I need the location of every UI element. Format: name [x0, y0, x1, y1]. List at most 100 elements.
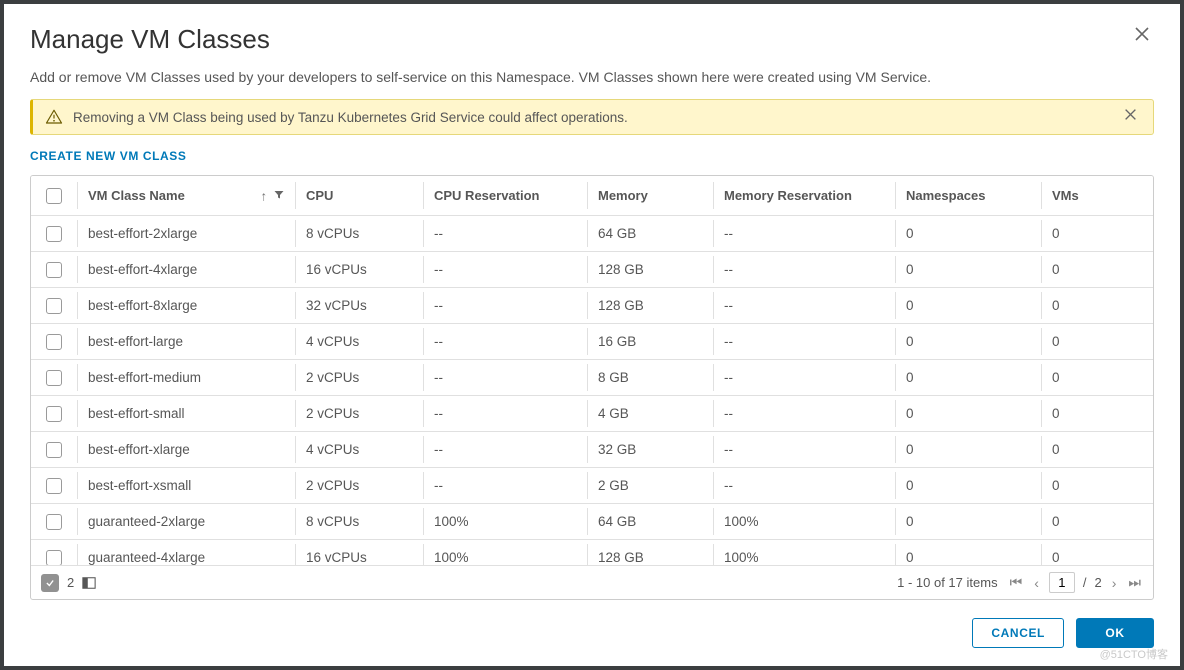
- row-checkbox[interactable]: [46, 370, 62, 386]
- col-header-cpu[interactable]: CPU: [295, 182, 423, 209]
- col-header-cpu-label: CPU: [306, 188, 333, 203]
- table-row[interactable]: best-effort-xsmall2 vCPUs--2 GB--00: [31, 468, 1153, 504]
- cell-name-text: best-effort-2xlarge: [88, 226, 197, 241]
- cell-name-text: best-effort-8xlarge: [88, 298, 197, 313]
- page-next-icon[interactable]: ›: [1110, 575, 1119, 591]
- row-check-cell: [31, 472, 77, 500]
- cell-cpu: 32 vCPUs: [295, 292, 423, 319]
- page-last-icon[interactable]: ⏭: [1126, 574, 1143, 591]
- select-all-cell: [31, 182, 77, 210]
- table-body: best-effort-2xlarge8 vCPUs--64 GB--00bes…: [31, 216, 1153, 565]
- row-checkbox[interactable]: [46, 442, 62, 458]
- cell-cpu-reservation: 100%: [423, 508, 587, 535]
- cell-name: best-effort-2xlarge: [77, 220, 295, 247]
- cell-mem-text: 2 GB: [598, 478, 629, 493]
- page-current-input[interactable]: [1049, 572, 1075, 593]
- table-footer-right: 1 - 10 of 17 items ⏮ ‹ / 2 › ⏭: [897, 572, 1143, 593]
- warning-alert-text: Removing a VM Class being used by Tanzu …: [73, 110, 1120, 125]
- cell-memr-text: --: [724, 226, 733, 241]
- row-checkbox[interactable]: [46, 406, 62, 422]
- row-checkbox[interactable]: [46, 478, 62, 494]
- row-checkbox[interactable]: [46, 550, 62, 566]
- pagination: ⏮ ‹ / 2 › ⏭: [1008, 572, 1143, 593]
- cell-cpu-text: 2 vCPUs: [306, 370, 359, 385]
- cell-cpu-text: 32 vCPUs: [306, 298, 367, 313]
- cell-cpur-text: 100%: [434, 550, 469, 565]
- selection-badge-icon[interactable]: [41, 574, 59, 592]
- cell-memory: 4 GB: [587, 400, 713, 427]
- page-total: 2: [1094, 575, 1101, 590]
- col-header-vms[interactable]: VMs: [1041, 182, 1153, 209]
- col-header-cpur-label: CPU Reservation: [434, 188, 539, 203]
- cell-mem-text: 128 GB: [598, 550, 644, 565]
- cell-memory-reservation: --: [713, 292, 895, 319]
- sort-asc-icon[interactable]: ↑: [261, 188, 268, 203]
- cell-cpu-text: 8 vCPUs: [306, 514, 359, 529]
- cell-namespaces: 0: [895, 436, 1041, 463]
- table-row[interactable]: best-effort-large4 vCPUs--16 GB--00: [31, 324, 1153, 360]
- table-row[interactable]: best-effort-small2 vCPUs--4 GB--00: [31, 396, 1153, 432]
- cell-cpu-text: 2 vCPUs: [306, 406, 359, 421]
- table-row[interactable]: best-effort-xlarge4 vCPUs--32 GB--00: [31, 432, 1153, 468]
- create-new-vm-class-link[interactable]: CREATE NEW VM CLASS: [30, 149, 1154, 163]
- cell-name: best-effort-small: [77, 400, 295, 427]
- col-header-name[interactable]: VM Class Name ↑: [77, 182, 295, 209]
- page-first-icon[interactable]: ⏮: [1008, 574, 1025, 591]
- cell-memory: 64 GB: [587, 220, 713, 247]
- cell-memory: 128 GB: [587, 292, 713, 319]
- row-checkbox[interactable]: [46, 514, 62, 530]
- cell-mem-text: 64 GB: [598, 514, 636, 529]
- row-checkbox[interactable]: [46, 298, 62, 314]
- col-header-memory[interactable]: Memory: [587, 182, 713, 209]
- cell-memr-text: 100%: [724, 550, 759, 565]
- cell-name-text: best-effort-xsmall: [88, 478, 191, 493]
- dialog-actions: CANCEL OK: [30, 618, 1154, 648]
- row-check-cell: [31, 364, 77, 392]
- cell-ns-text: 0: [906, 370, 914, 385]
- filter-icon[interactable]: [273, 188, 285, 203]
- row-checkbox[interactable]: [46, 334, 62, 350]
- table-row[interactable]: guaranteed-2xlarge8 vCPUs100%64 GB100%00: [31, 504, 1153, 540]
- cell-ns-text: 0: [906, 442, 914, 457]
- cell-ns-text: 0: [906, 514, 914, 529]
- table-row[interactable]: best-effort-2xlarge8 vCPUs--64 GB--00: [31, 216, 1153, 252]
- alert-close-icon[interactable]: [1120, 108, 1141, 126]
- cell-ns-text: 0: [906, 298, 914, 313]
- cell-cpu: 8 vCPUs: [295, 508, 423, 535]
- cell-mem-text: 64 GB: [598, 226, 636, 241]
- table-row[interactable]: guaranteed-4xlarge16 vCPUs100%128 GB100%…: [31, 540, 1153, 565]
- col-header-cpu-reservation[interactable]: CPU Reservation: [423, 182, 587, 209]
- dialog-header: Manage VM Classes: [30, 24, 1154, 55]
- cell-memr-text: --: [724, 370, 733, 385]
- table-row[interactable]: best-effort-4xlarge16 vCPUs--128 GB--00: [31, 252, 1153, 288]
- cell-cpu: 16 vCPUs: [295, 544, 423, 565]
- cell-namespaces: 0: [895, 472, 1041, 499]
- table-row[interactable]: best-effort-medium2 vCPUs--8 GB--00: [31, 360, 1153, 396]
- cancel-button[interactable]: CANCEL: [972, 618, 1064, 648]
- ok-button[interactable]: OK: [1076, 618, 1154, 648]
- row-checkbox[interactable]: [46, 262, 62, 278]
- col-header-memory-reservation[interactable]: Memory Reservation: [713, 182, 895, 209]
- pagination-range: 1 - 10 of 17 items: [897, 575, 997, 590]
- table-row[interactable]: best-effort-8xlarge32 vCPUs--128 GB--00: [31, 288, 1153, 324]
- table-footer-left: 2: [41, 574, 96, 592]
- cell-vms-text: 0: [1052, 406, 1060, 421]
- cell-name: best-effort-4xlarge: [77, 256, 295, 283]
- select-all-checkbox[interactable]: [46, 188, 62, 204]
- column-toggle-icon[interactable]: [82, 576, 96, 590]
- row-check-cell: [31, 328, 77, 356]
- cell-cpur-text: --: [434, 442, 443, 457]
- cell-namespaces: 0: [895, 544, 1041, 565]
- row-check-cell: [31, 508, 77, 536]
- row-check-cell: [31, 436, 77, 464]
- row-checkbox[interactable]: [46, 226, 62, 242]
- cell-memory: 64 GB: [587, 508, 713, 535]
- page-prev-icon[interactable]: ‹: [1032, 575, 1041, 591]
- close-icon[interactable]: [1130, 24, 1154, 48]
- cell-cpur-text: --: [434, 334, 443, 349]
- col-header-namespaces[interactable]: Namespaces: [895, 182, 1041, 209]
- cell-memory: 2 GB: [587, 472, 713, 499]
- selected-count: 2: [67, 575, 74, 590]
- warning-triangle-icon: [45, 108, 63, 126]
- cell-name: best-effort-xsmall: [77, 472, 295, 499]
